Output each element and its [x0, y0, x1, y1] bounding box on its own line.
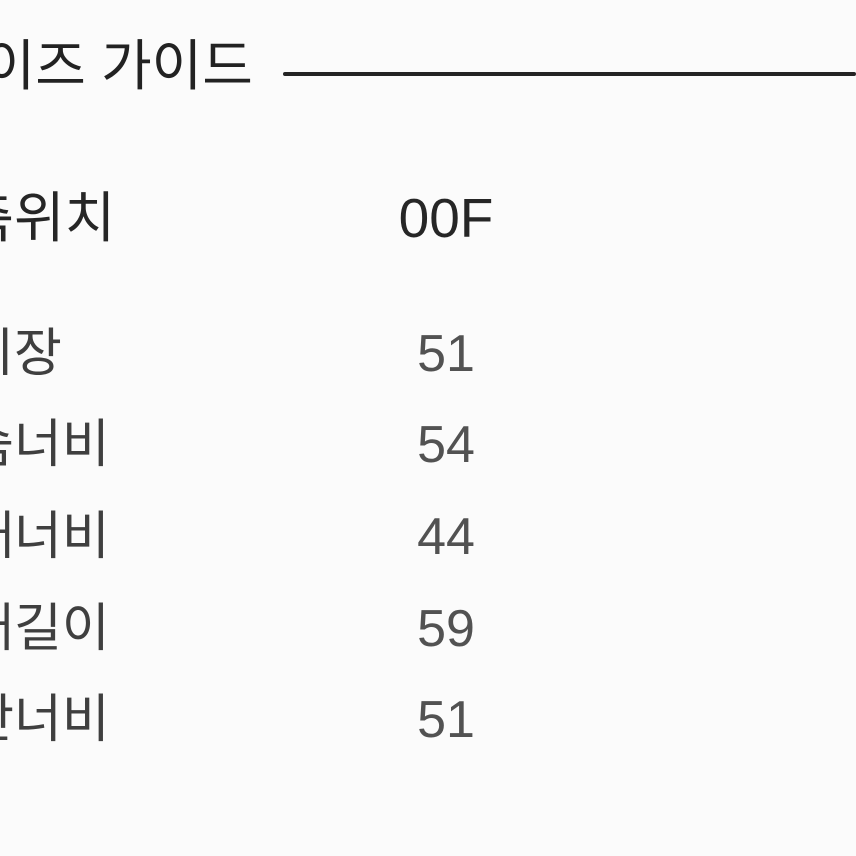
- table-row: 어깨너비 44: [0, 511, 856, 573]
- table-row: 가슴너비 54: [0, 419, 856, 481]
- measure-label-sleeve-length: 소매길이: [0, 600, 110, 658]
- measure-label-total-length: 기장: [0, 325, 62, 383]
- measure-value-total-length: 51: [417, 325, 475, 383]
- table-header-row: 실측위치 00F: [0, 191, 856, 253]
- table-row: 기장 51: [0, 328, 856, 390]
- measure-value-shoulder-width: 44: [417, 508, 475, 566]
- table-row: 소매길이 59: [0, 603, 856, 665]
- size-guide-title: 사이즈 가이드: [0, 35, 253, 97]
- measure-value-sleeve-length: 59: [417, 600, 475, 658]
- size-column-header: 00F: [398, 187, 494, 249]
- measure-value-chest-width: 54: [417, 416, 475, 474]
- measure-label-shoulder-width: 어깨너비: [0, 508, 110, 566]
- measure-label-chest-width: 가슴너비: [0, 416, 110, 474]
- table-row: 밑단너비 51: [0, 694, 856, 756]
- measure-column-header: 실측위치: [0, 187, 116, 249]
- measure-value-hem-width: 51: [417, 691, 475, 749]
- measure-label-hem-width: 밑단너비: [0, 691, 110, 749]
- title-divider-line: [283, 72, 856, 76]
